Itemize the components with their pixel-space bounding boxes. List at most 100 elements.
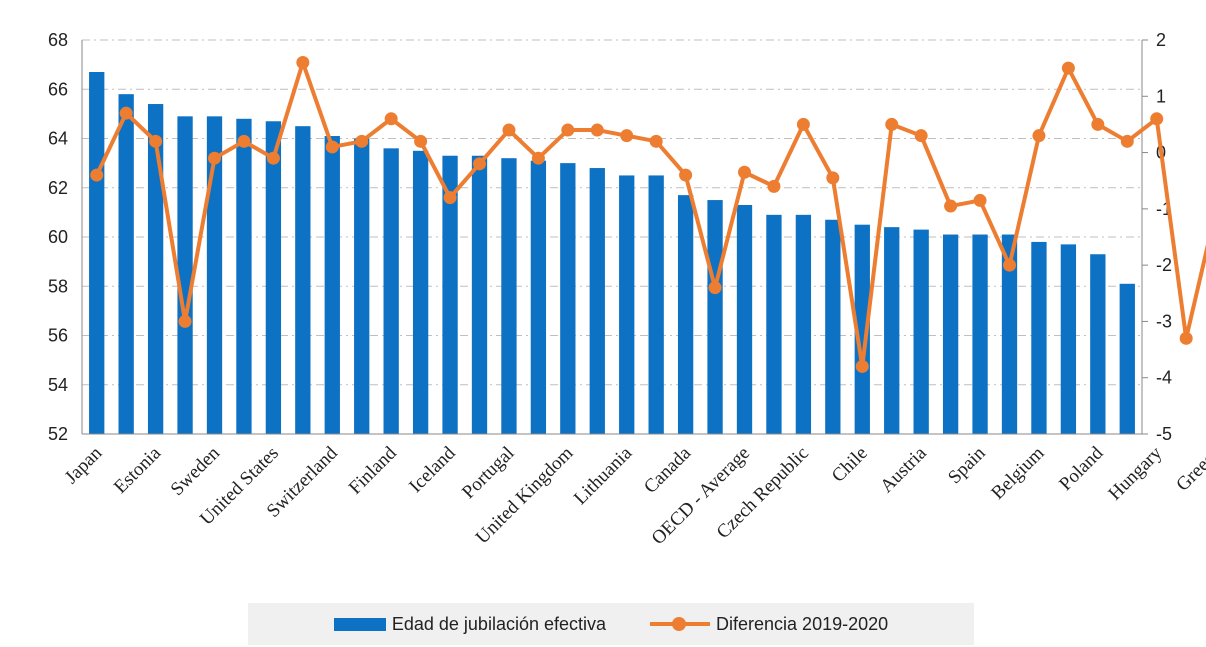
y-left-tick-label: 54 [48, 375, 68, 395]
bar [825, 219, 841, 434]
line-point [531, 151, 545, 165]
line-point [1091, 117, 1105, 131]
line-point [1003, 258, 1016, 272]
y-right-tick-label: -5 [1156, 424, 1172, 444]
y-left-tick-label: 64 [48, 129, 68, 149]
line-point [237, 134, 251, 148]
bar [354, 138, 370, 434]
bar [854, 224, 870, 434]
line-point [266, 151, 280, 165]
x-tick-label: Sweden [167, 442, 225, 500]
bar [383, 148, 399, 434]
bar [560, 163, 576, 434]
bar [707, 200, 723, 434]
legend-item-bars: Edad de jubilación efectiva [333, 614, 606, 635]
line-point [1032, 129, 1046, 143]
bar [1119, 283, 1135, 434]
line-point [708, 281, 722, 295]
bar [442, 155, 458, 435]
y-right-tick-label: -3 [1156, 311, 1172, 331]
y-left-tick-label: 52 [48, 424, 68, 444]
bar [118, 94, 134, 435]
line-point [149, 134, 163, 148]
bar [324, 136, 340, 434]
line-point [1061, 61, 1075, 75]
line-point [384, 112, 398, 126]
x-tick-label: Estonia [110, 442, 166, 498]
y-left-tick-label: 68 [48, 30, 68, 50]
bar [501, 158, 517, 434]
x-tick-label: Austria [876, 442, 931, 497]
line-point [473, 157, 486, 171]
bar [648, 175, 664, 434]
line-point [178, 314, 192, 328]
line-point [1179, 331, 1193, 345]
bar [766, 214, 782, 434]
legend-line-label: Diferencia 2019-2020 [716, 613, 889, 634]
line-point [885, 117, 899, 131]
line-point [826, 171, 840, 185]
bar [972, 234, 988, 434]
y-left-tick-label: 58 [48, 276, 68, 296]
bar [942, 234, 959, 434]
y-left-tick-label: 56 [48, 326, 68, 346]
line-point [620, 129, 634, 143]
bar [89, 72, 105, 434]
bar [677, 195, 694, 434]
line-point [649, 134, 663, 148]
bar [736, 204, 753, 434]
chart-legend: Edad de jubilación efectiva Diferencia 2… [248, 603, 974, 645]
bar [795, 214, 812, 434]
bar [913, 229, 929, 434]
x-tick-label: Iceland [405, 442, 460, 497]
line-point [944, 199, 958, 213]
bar [295, 126, 311, 434]
line-point [1150, 112, 1164, 126]
line-point [973, 193, 987, 207]
x-tick-label: Chile [828, 443, 872, 487]
line-point [590, 123, 604, 137]
legend-line-swatch [650, 617, 711, 631]
x-tick-label: Spain [944, 442, 990, 488]
line-point [414, 134, 428, 148]
y-left-tick-label: 60 [48, 227, 68, 247]
bar [1031, 241, 1047, 434]
bar [619, 175, 635, 434]
bar [589, 168, 605, 435]
bar [1090, 254, 1106, 434]
x-tick-label: Finland [345, 442, 401, 498]
bar [471, 155, 488, 435]
bar [206, 116, 223, 435]
bar [884, 227, 900, 434]
bar [1001, 234, 1018, 434]
line-point [561, 123, 575, 137]
x-tick-label: Belgium [987, 443, 1048, 504]
x-tick-label: Portugal [458, 443, 518, 503]
line-point [767, 179, 781, 193]
line-point [679, 168, 693, 182]
line-point [208, 151, 221, 165]
legend-item-line: Diferencia 2019-2020 [650, 614, 888, 635]
x-tick-label: Poland [1055, 442, 1108, 495]
bar [147, 104, 164, 435]
line-point [325, 140, 339, 154]
bar [1060, 244, 1077, 434]
line-point [1120, 134, 1134, 148]
bar [236, 118, 252, 435]
line-point [443, 191, 457, 205]
y-left-tick-label: 62 [48, 178, 68, 198]
line-point [355, 134, 369, 148]
line-point [796, 117, 810, 131]
y-right-tick-label: -2 [1156, 255, 1172, 275]
x-tick-label: Hungary [1104, 442, 1166, 504]
line-point [296, 56, 310, 70]
line-point [914, 129, 928, 143]
line-point [119, 106, 133, 120]
x-tick-label: Greece [1172, 443, 1206, 496]
line-point [90, 168, 104, 182]
bar [412, 150, 429, 434]
x-tick-label: Canada [640, 442, 696, 498]
x-tick-label: Japan [61, 442, 107, 488]
legend-bar-swatch [333, 617, 386, 631]
